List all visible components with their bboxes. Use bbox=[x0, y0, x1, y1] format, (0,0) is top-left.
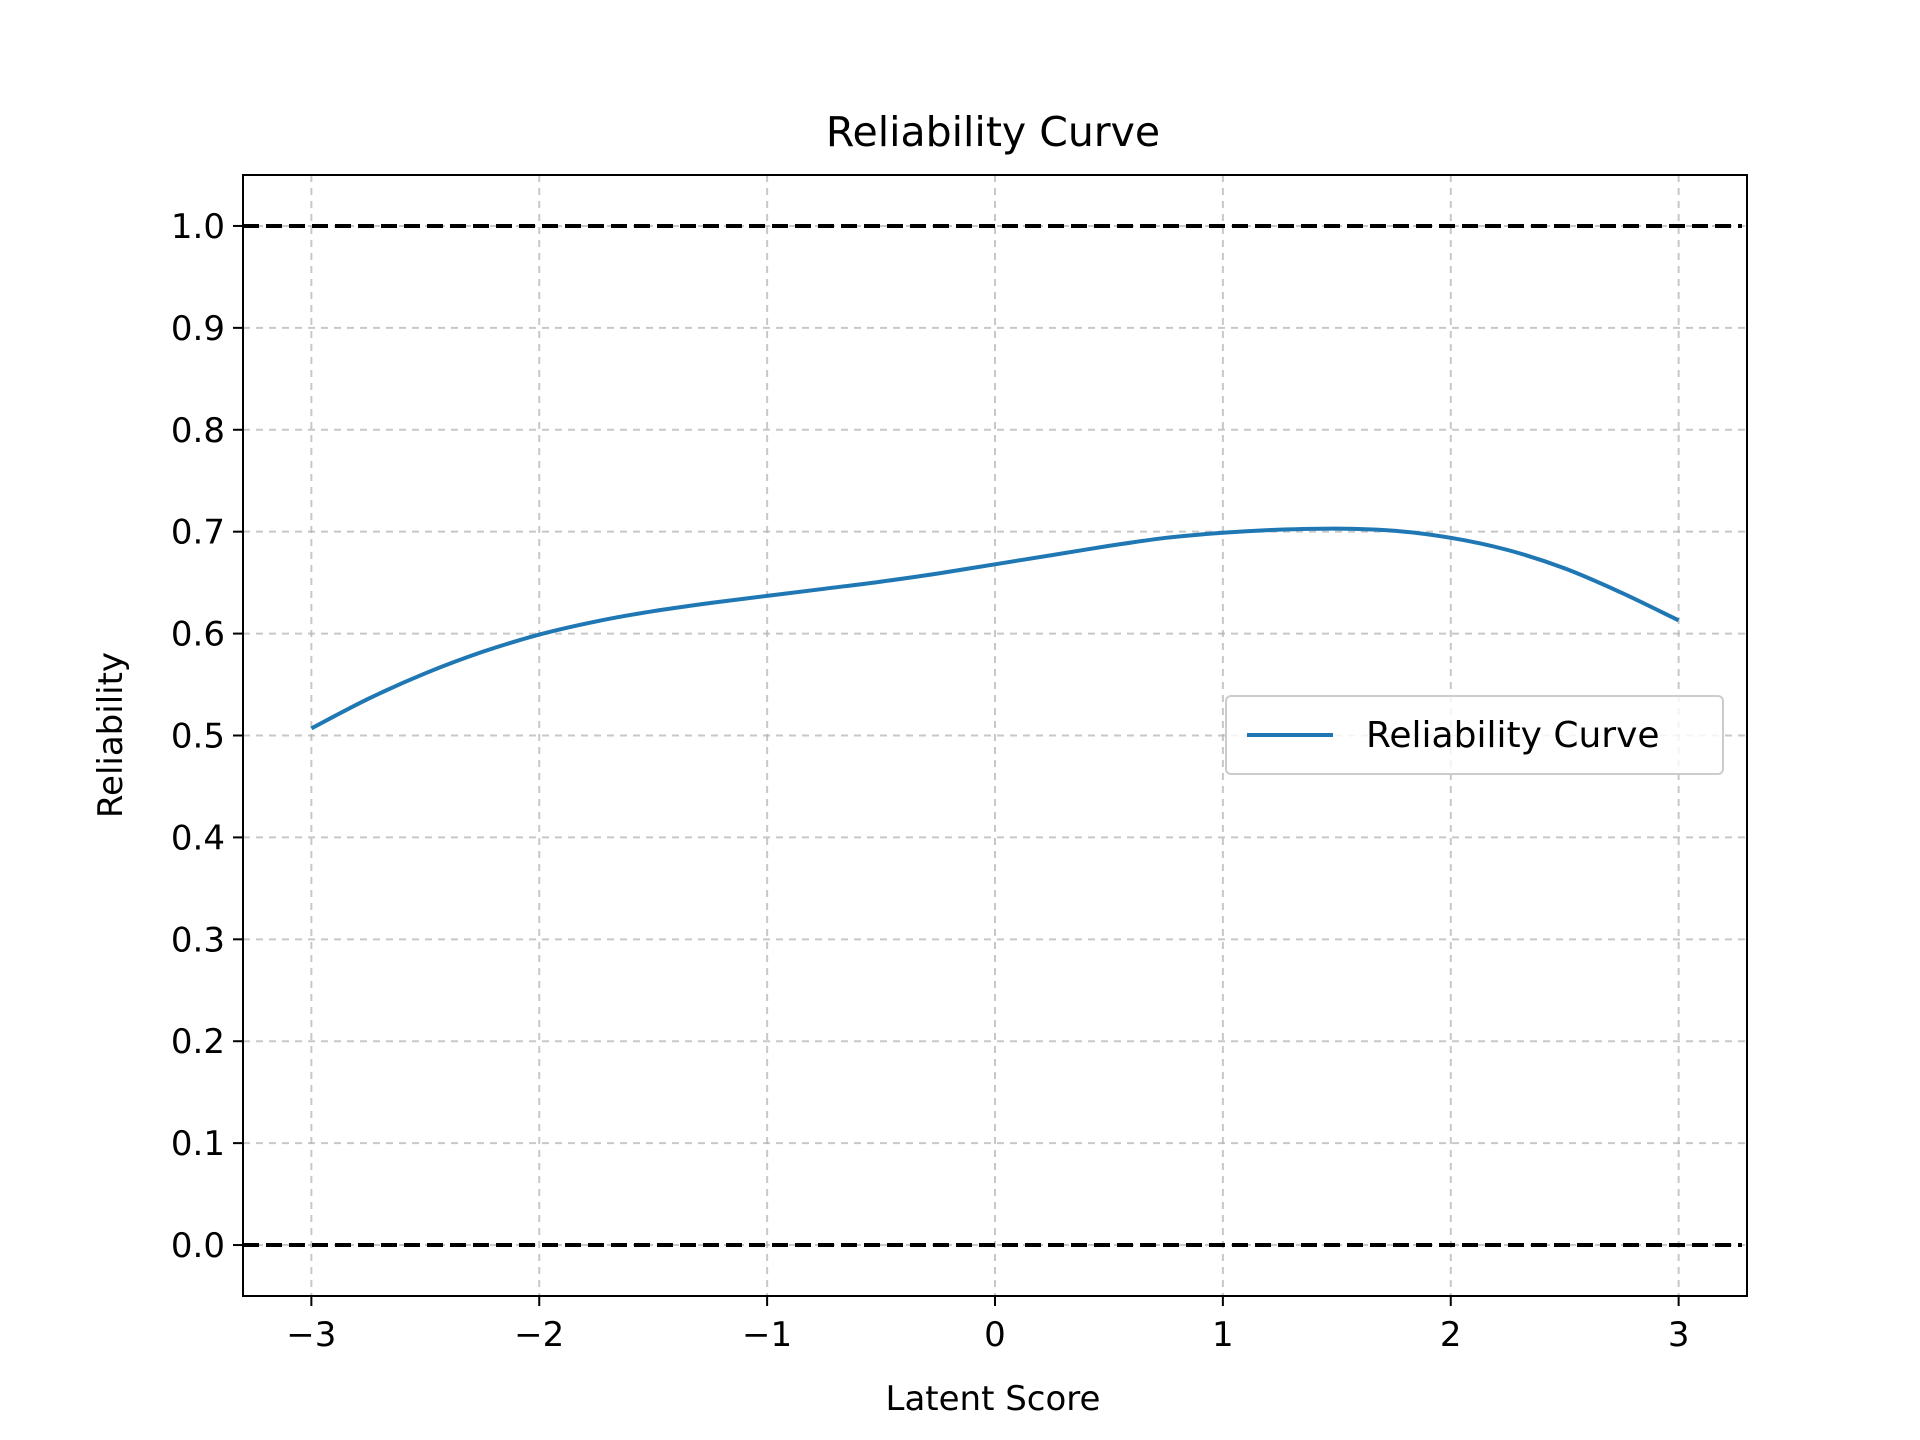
x-tick-label: 1 bbox=[1212, 1315, 1234, 1355]
x-tick-label: 3 bbox=[1668, 1315, 1690, 1355]
y-tick-label: 0.0 bbox=[171, 1226, 225, 1266]
series-layer bbox=[310, 526, 1680, 731]
reference-lines bbox=[243, 223, 1742, 1248]
x-axis-title: Latent Score bbox=[886, 1379, 1101, 1419]
x-tick-label: −1 bbox=[742, 1315, 792, 1355]
legend-label: Reliability Curve bbox=[1366, 715, 1660, 756]
y-tick-label: 0.7 bbox=[171, 513, 225, 553]
y-tick-label: 0.6 bbox=[171, 615, 225, 655]
y-tick-label: 0.9 bbox=[171, 309, 225, 349]
y-axis-title: Reliability bbox=[91, 652, 131, 818]
y-tick-label: 0.1 bbox=[171, 1124, 225, 1164]
x-axis: −3 −2 −1 0 1 2 3 bbox=[286, 1296, 1689, 1355]
y-tick-label: 0.8 bbox=[171, 411, 225, 451]
series-line-reliability-curve bbox=[310, 526, 1680, 731]
chart-title: Reliability Curve bbox=[826, 108, 1160, 156]
legend-box bbox=[1225, 695, 1724, 775]
y-tick-label: 0.3 bbox=[171, 920, 225, 960]
y-tick-label: 0.4 bbox=[171, 818, 225, 858]
y-tick-label: 1.0 bbox=[171, 207, 225, 247]
x-tick-label: −2 bbox=[514, 1315, 564, 1355]
legend: Reliability Curve bbox=[1225, 695, 1724, 775]
y-tick-label: 0.2 bbox=[171, 1022, 225, 1062]
x-tick-label: 0 bbox=[984, 1315, 1006, 1355]
y-tick-label: 0.5 bbox=[171, 717, 225, 757]
x-tick-label: −3 bbox=[286, 1315, 336, 1355]
x-tick-label: 2 bbox=[1440, 1315, 1462, 1355]
y-axis: 0.0 0.1 0.2 0.3 0.4 0.5 0.6 0.7 0.8 0.9 1.0 bbox=[171, 207, 243, 1266]
